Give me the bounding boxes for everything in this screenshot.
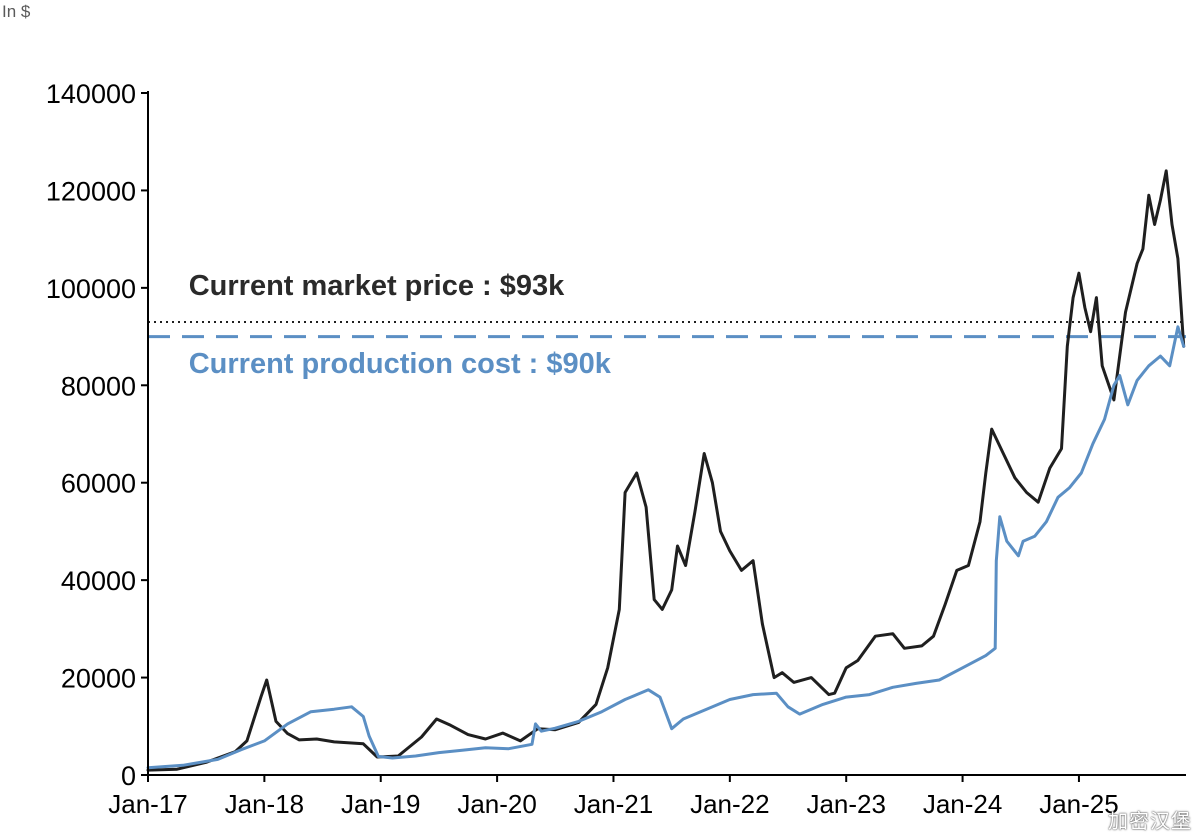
production-cost-annotation: Current production cost : $90k (189, 348, 612, 380)
x-tick-label: Jan-20 (457, 789, 537, 819)
x-tick-label: Jan-19 (341, 789, 421, 819)
x-tick-label: Jan-21 (574, 789, 654, 819)
watermark: 加密汉堡 (1108, 811, 1192, 833)
x-tick-label: Jan-23 (806, 789, 886, 819)
reference-lines (148, 320, 1186, 339)
y-tick-label: 80000 (61, 371, 136, 401)
x-ticks: Jan-17 Jan-18 Jan-19 Jan-20 Jan-21 Jan-22 Jan-… (108, 775, 1119, 819)
market-price-annotation: Current market price : $93k (189, 270, 565, 302)
x-tick-label: Jan-25 (1039, 789, 1119, 819)
series-line-production-cost (146, 325, 1186, 770)
y-tick-label: 20000 (61, 664, 136, 694)
y-tick-label: 140000 (46, 79, 136, 109)
x-tick-label: Jan-22 (690, 789, 770, 819)
series-layer (146, 169, 1186, 772)
annotations: Current market price : $93k Current produ… (189, 270, 612, 380)
y-tick-label: 100000 (46, 274, 136, 304)
y-tick-label: 0 (121, 761, 136, 791)
x-tick-label: Jan-24 (923, 789, 1003, 819)
y-tick-label: 40000 (61, 566, 136, 596)
unit-label: In $ (2, 2, 31, 21)
y-ticks: 0 20000 40000 60000 80000 100000 120000 140000 (46, 79, 148, 791)
y-tick-label: 60000 (61, 469, 136, 499)
x-tick-label: Jan-18 (225, 789, 305, 819)
x-tick-label: Jan-17 (108, 789, 188, 819)
series-line-market-price (146, 169, 1186, 772)
y-tick-label: 120000 (46, 176, 136, 206)
axes (147, 91, 1186, 776)
